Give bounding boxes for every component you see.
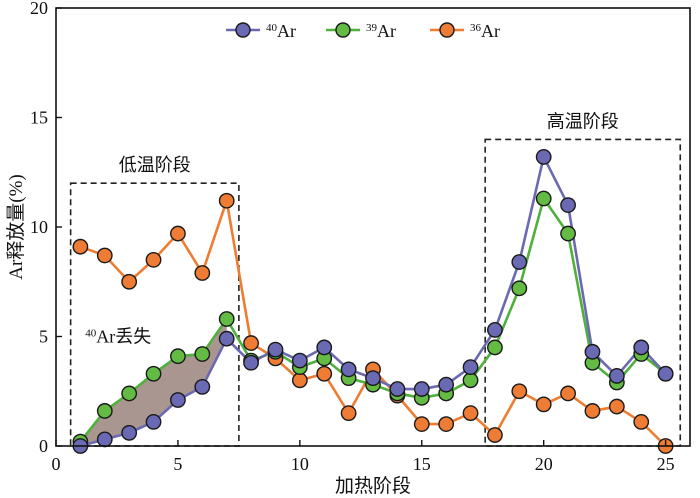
legend-marker-36Ar — [439, 22, 455, 38]
point-36Ar-17 — [462, 405, 479, 422]
legend-label-40Ar: 40Ar — [266, 21, 296, 41]
point-36Ar-16 — [438, 416, 455, 432]
point-36Ar-2 — [96, 247, 113, 264]
point-40Ar-15 — [413, 381, 430, 397]
point-39Ar-18 — [487, 339, 503, 356]
x-tick-label-20: 20 — [535, 454, 553, 474]
point-40Ar-13 — [365, 370, 381, 387]
ar40-loss-area — [80, 318, 227, 446]
x-tick-label-5: 5 — [173, 454, 182, 474]
point-39Ar-7 — [218, 311, 235, 327]
point-40Ar-25 — [657, 365, 674, 382]
legend-marker-39Ar — [335, 22, 351, 38]
point-36Ar-6 — [194, 265, 211, 281]
point-39Ar-5 — [170, 348, 186, 365]
point-40Ar-21 — [560, 197, 576, 214]
point-40Ar-7 — [218, 330, 235, 347]
x-tick-label-25: 25 — [657, 454, 675, 474]
region-box-2 — [484, 138, 682, 447]
point-39Ar-6 — [194, 346, 211, 362]
point-39Ar-17 — [462, 372, 479, 389]
region-label-2: 高温阶段 — [547, 111, 619, 131]
point-40Ar-18 — [487, 322, 503, 338]
point-36Ar-19 — [511, 383, 528, 400]
point-40Ar-12 — [340, 361, 357, 378]
point-36Ar-1 — [72, 238, 89, 255]
point-40Ar-11 — [316, 339, 333, 356]
x-tick-label-15: 15 — [413, 454, 431, 474]
point-36Ar-8 — [243, 335, 259, 351]
point-39Ar-19 — [511, 280, 528, 297]
point-40Ar-10 — [291, 352, 308, 369]
point-40Ar-4 — [145, 414, 162, 430]
point-36Ar-5 — [170, 225, 186, 242]
legend-label-36Ar: 36Ar — [470, 21, 500, 41]
y-tick-label-20: 20 — [30, 0, 48, 18]
point-40Ar-16 — [438, 376, 455, 393]
y-axis-title: Ar释放量(%) — [5, 174, 27, 280]
point-36Ar-15 — [413, 416, 430, 432]
point-40Ar-2 — [96, 431, 113, 448]
y-tick-label-10: 10 — [30, 217, 48, 237]
point-40Ar-14 — [389, 381, 406, 397]
point-36Ar-12 — [340, 405, 357, 422]
point-36Ar-3 — [121, 273, 138, 290]
y-tick-label-0: 0 — [39, 436, 48, 456]
point-40Ar-9 — [267, 341, 284, 358]
point-40Ar-6 — [194, 378, 211, 395]
point-36Ar-24 — [633, 414, 650, 430]
point-40Ar-24 — [633, 339, 650, 356]
legend-label-39Ar: 39Ar — [366, 21, 396, 41]
point-40Ar-20 — [535, 149, 552, 165]
x-axis-title: 加热阶段 — [335, 475, 411, 497]
point-36Ar-7 — [218, 192, 235, 209]
point-36Ar-4 — [145, 251, 162, 268]
point-40Ar-19 — [511, 254, 528, 270]
point-39Ar-20 — [535, 190, 552, 207]
point-39Ar-2 — [96, 403, 113, 419]
point-36Ar-21 — [560, 385, 576, 402]
legend-marker-40Ar — [235, 22, 251, 38]
point-39Ar-21 — [560, 225, 576, 242]
point-36Ar-11 — [316, 365, 333, 382]
point-40Ar-23 — [608, 368, 625, 384]
y-tick-label-15: 15 — [30, 108, 48, 128]
point-40Ar-5 — [170, 392, 186, 408]
point-39Ar-4 — [145, 365, 162, 382]
point-36Ar-23 — [608, 398, 625, 415]
point-36Ar-22 — [584, 403, 601, 419]
point-36Ar-10 — [291, 372, 308, 389]
point-40Ar-3 — [121, 424, 138, 441]
x-tick-label-10: 10 — [291, 454, 309, 474]
point-40Ar-17 — [462, 359, 479, 376]
x-tick-label-0: 0 — [52, 454, 61, 474]
point-39Ar-3 — [121, 385, 138, 402]
point-40Ar-22 — [584, 343, 601, 360]
point-36Ar-20 — [535, 396, 552, 413]
point-36Ar-18 — [487, 427, 503, 443]
y-tick-label-5: 5 — [39, 327, 48, 347]
point-40Ar-8 — [243, 354, 259, 371]
region-label-1: 低温阶段 — [119, 155, 191, 175]
ar40-loss-label: 40Ar丢失 — [85, 327, 151, 347]
